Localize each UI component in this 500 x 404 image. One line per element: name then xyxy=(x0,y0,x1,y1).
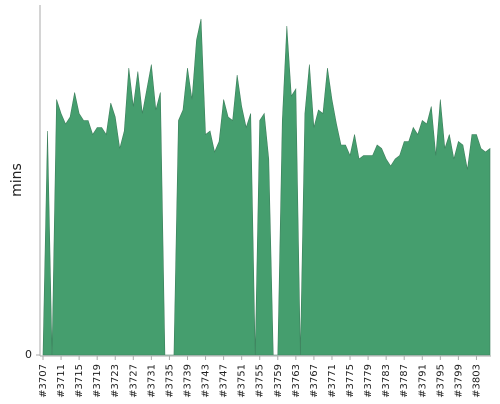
x-tick-label: #3791 xyxy=(417,364,428,398)
x-tick-label: #3727 xyxy=(128,364,139,398)
x-tick-label: #3771 xyxy=(327,364,338,398)
x-tick-label: #3759 xyxy=(273,364,284,398)
y-tick-label: 0 xyxy=(25,348,32,361)
x-tick-label: #3799 xyxy=(453,364,464,398)
x-tick-label: #3735 xyxy=(164,364,175,398)
x-tick-label: #3747 xyxy=(219,364,230,398)
x-tick-label: #3719 xyxy=(92,364,103,398)
x-tick-label: #3803 xyxy=(471,364,482,398)
x-tick-label: #3723 xyxy=(110,364,121,398)
y-axis-label: mins xyxy=(9,163,25,197)
x-tick-label: #3743 xyxy=(201,364,212,398)
x-tick-label: #3751 xyxy=(237,364,248,398)
x-tick-label: #3755 xyxy=(255,364,266,398)
area xyxy=(42,18,491,356)
x-tick-label: #3707 xyxy=(38,364,49,398)
x-tick-label: #3775 xyxy=(345,364,356,398)
x-tick-label: #3787 xyxy=(399,364,410,398)
x-tick-label: #3767 xyxy=(309,364,320,398)
x-tick-label: #3731 xyxy=(146,364,157,398)
x-tick-label: #3779 xyxy=(363,364,374,398)
x-tick-label: #3795 xyxy=(435,364,446,398)
x-tick-label: #3739 xyxy=(182,364,193,398)
x-tick-label: #3783 xyxy=(381,364,392,398)
x-tick-label: #3715 xyxy=(74,364,85,398)
x-tick-label: #3763 xyxy=(291,364,302,398)
x-tick-label: #3711 xyxy=(56,364,67,398)
